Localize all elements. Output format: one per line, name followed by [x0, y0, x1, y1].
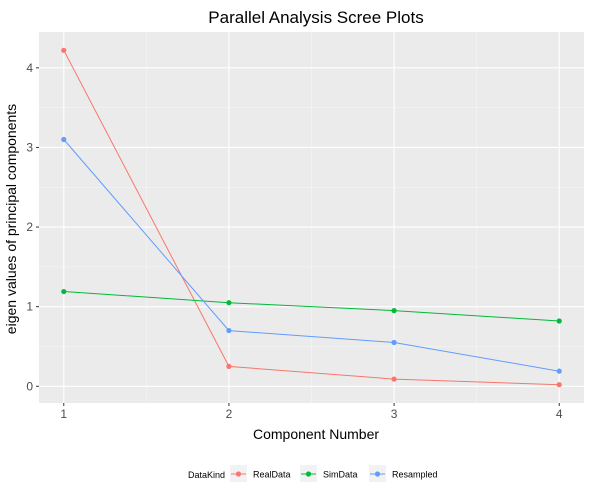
legend-point-resampled [374, 471, 381, 477]
y-tick-label: 2 [26, 220, 33, 234]
data-point-realdata [391, 376, 397, 382]
chart-title: Parallel Analysis Scree Plots [208, 8, 423, 27]
legend-label-resampled: Resampled [392, 470, 438, 480]
x-tick-label: 4 [556, 407, 563, 421]
x-tick-label: 1 [60, 407, 67, 421]
data-point-realdata [556, 382, 562, 388]
data-point-realdata [61, 47, 67, 53]
x-axis-title: Component Number [253, 426, 379, 442]
series-line-realdata [63, 50, 560, 386]
legend-point-realdata [235, 471, 242, 477]
legend-label-realdata: RealData [253, 470, 291, 480]
x-tick-label: 3 [391, 407, 398, 421]
data-point-simdata [61, 288, 67, 295]
data-point-simdata [391, 308, 397, 314]
x-tick-label: 2 [226, 407, 233, 421]
y-tick-label: 0 [26, 379, 33, 393]
data-point-realdata [226, 363, 232, 369]
data-point-resampled [391, 339, 397, 346]
legend-label-simdata: SimData [323, 470, 358, 480]
y-tick-label: 4 [26, 61, 33, 75]
series-line-resampled [63, 139, 560, 372]
data-point-simdata [226, 300, 232, 306]
y-tick-label: 3 [26, 140, 33, 154]
y-axis-title: eigen values of principal components [3, 104, 19, 334]
data-point-simdata [556, 318, 562, 324]
legend-point-simdata [305, 471, 312, 477]
y-tick-label: 1 [26, 300, 33, 314]
legend-title: DataKind [188, 470, 225, 480]
data-point-resampled [61, 136, 67, 143]
data-point-resampled [556, 368, 562, 374]
data-point-resampled [226, 327, 232, 334]
series-line-simdata [63, 291, 560, 322]
